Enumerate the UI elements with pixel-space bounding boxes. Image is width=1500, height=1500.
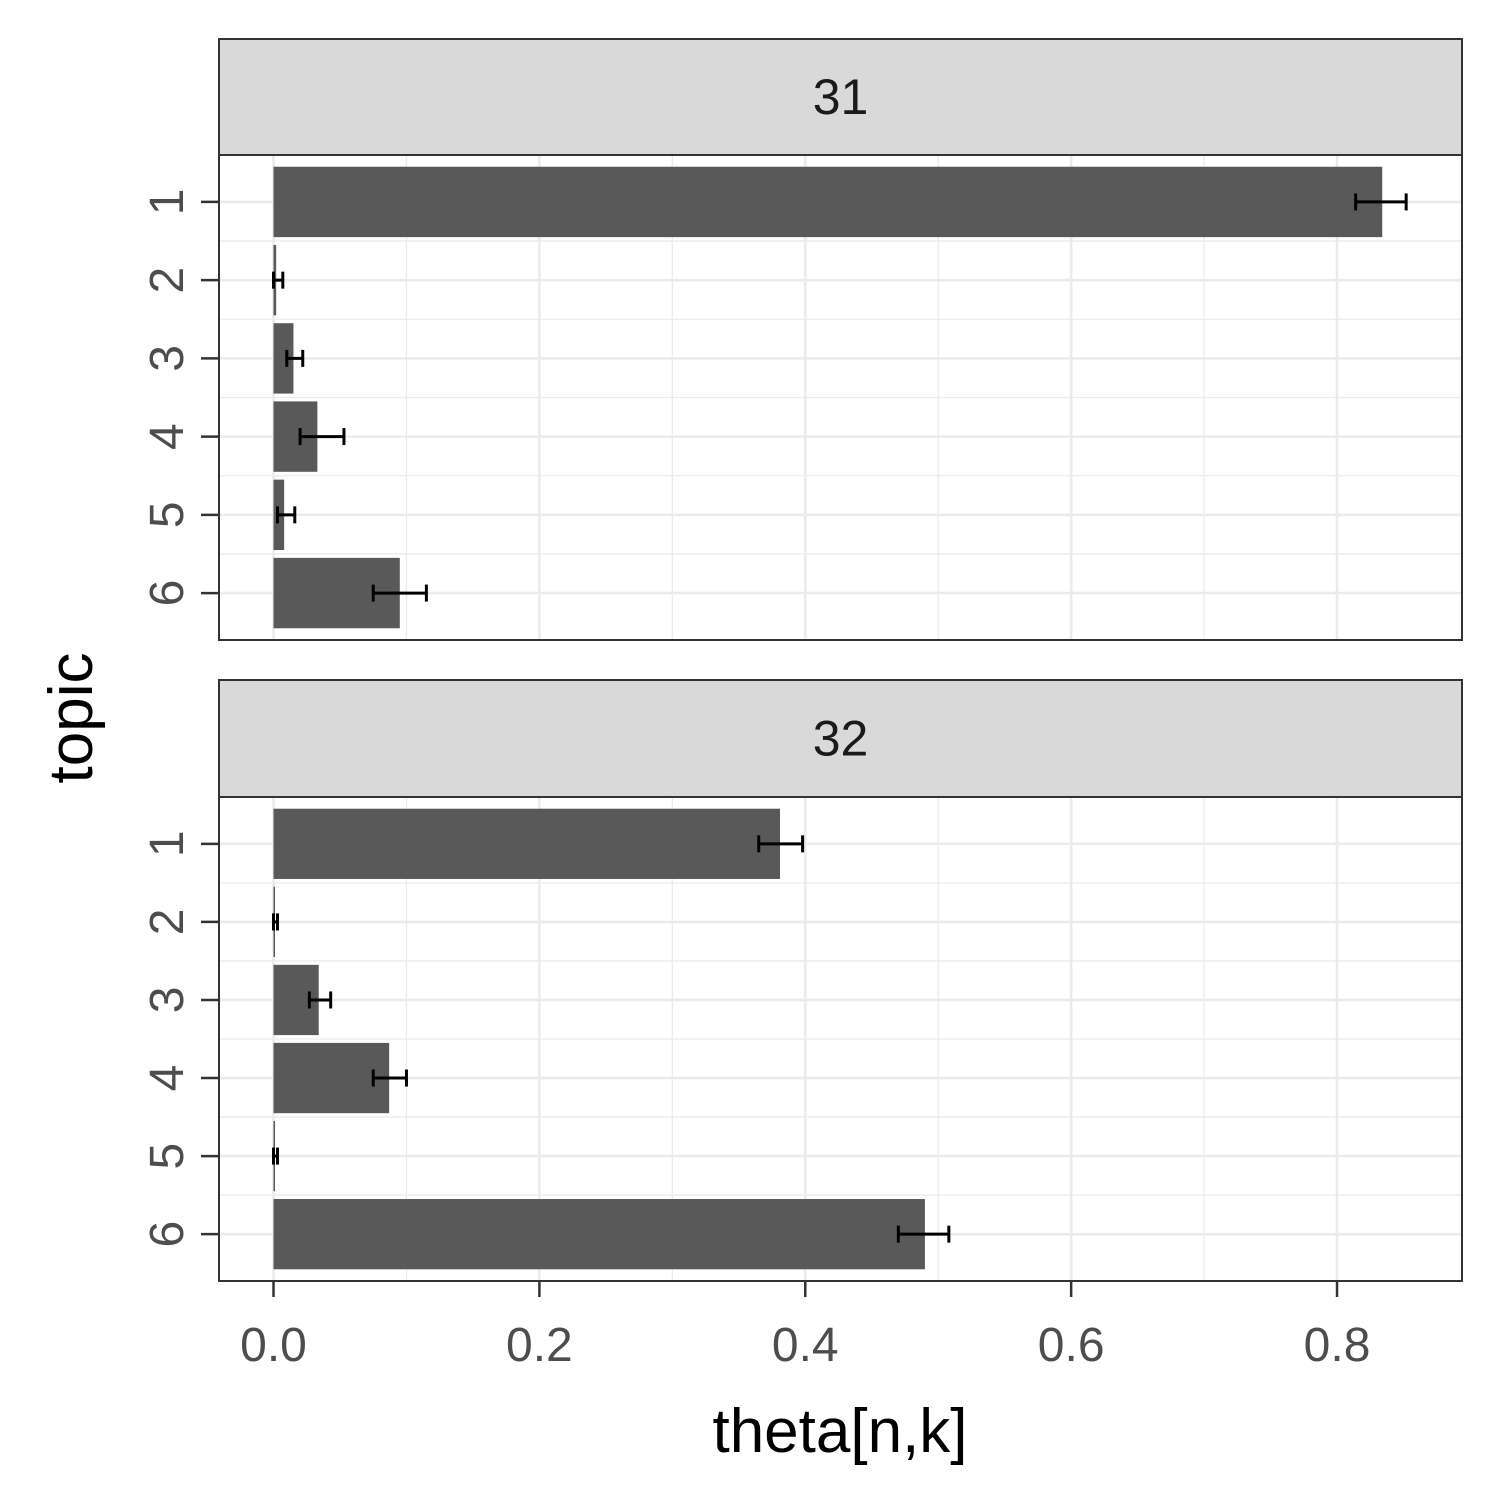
x-axis: 0.0 0.2 0.4 0.6 0.8 — [240, 1281, 1370, 1372]
facet-strip-label: 31 — [813, 69, 869, 125]
x-tick-label: 0.0 — [240, 1319, 307, 1372]
y-tick-label: 2 — [141, 267, 194, 294]
errorbar-topic-1 — [1354, 193, 1408, 211]
x-tick-label: 0.6 — [1038, 1319, 1105, 1372]
panels-layer: 31 1 2 3 4 5 6 32 1 2 3 4 5 6 — [141, 38, 1463, 1282]
x-axis-title: theta[n,k] — [712, 1397, 967, 1466]
panel-31: 31 1 2 3 4 5 6 — [141, 38, 1463, 641]
errorbar-topic-4 — [371, 1069, 408, 1087]
y-tick-label: 2 — [141, 909, 194, 936]
errorbar-topic-3 — [285, 349, 305, 367]
panel-32: 32 1 2 3 4 5 6 — [141, 679, 1463, 1282]
bar-topic-1 — [273, 166, 1383, 238]
bar-topic-6 — [273, 1199, 925, 1270]
errorbar-topic-3 — [307, 991, 333, 1009]
y-tick-label: 4 — [141, 423, 194, 450]
facet-strip — [218, 38, 1463, 156]
errorbar-topic-4 — [298, 428, 346, 446]
y-tick-label: 5 — [141, 501, 194, 528]
x-tick-label: 0.4 — [772, 1319, 839, 1372]
y-tick-label: 3 — [141, 987, 194, 1014]
y-tick-label: 3 — [141, 345, 194, 372]
y-tick-label: 1 — [141, 830, 194, 857]
errorbar-topic-6 — [896, 1225, 951, 1243]
y-tick-label: 6 — [141, 580, 194, 607]
errorbar-topic-5 — [275, 506, 297, 524]
y-tick-label: 1 — [141, 189, 194, 216]
facet-strip — [218, 679, 1463, 798]
errorbar-topic-5 — [272, 1147, 279, 1165]
bar-topic-3 — [273, 323, 294, 394]
facet-strip-label: 32 — [813, 711, 869, 767]
bar-topic-4 — [273, 1042, 390, 1114]
errorbar-topic-1 — [757, 835, 805, 853]
y-axis-title: topic — [37, 653, 106, 784]
y-tick-label: 6 — [141, 1221, 194, 1248]
errorbar-topic-6 — [371, 584, 428, 602]
y-tick-label: 4 — [141, 1065, 194, 1092]
y-tick-label: 5 — [141, 1143, 194, 1170]
bar-topic-1 — [273, 808, 781, 879]
errorbar-topic-2 — [272, 271, 285, 289]
x-tick-label: 0.8 — [1304, 1319, 1371, 1372]
errorbar-topic-2 — [272, 913, 279, 931]
x-tick-label: 0.2 — [506, 1319, 573, 1372]
